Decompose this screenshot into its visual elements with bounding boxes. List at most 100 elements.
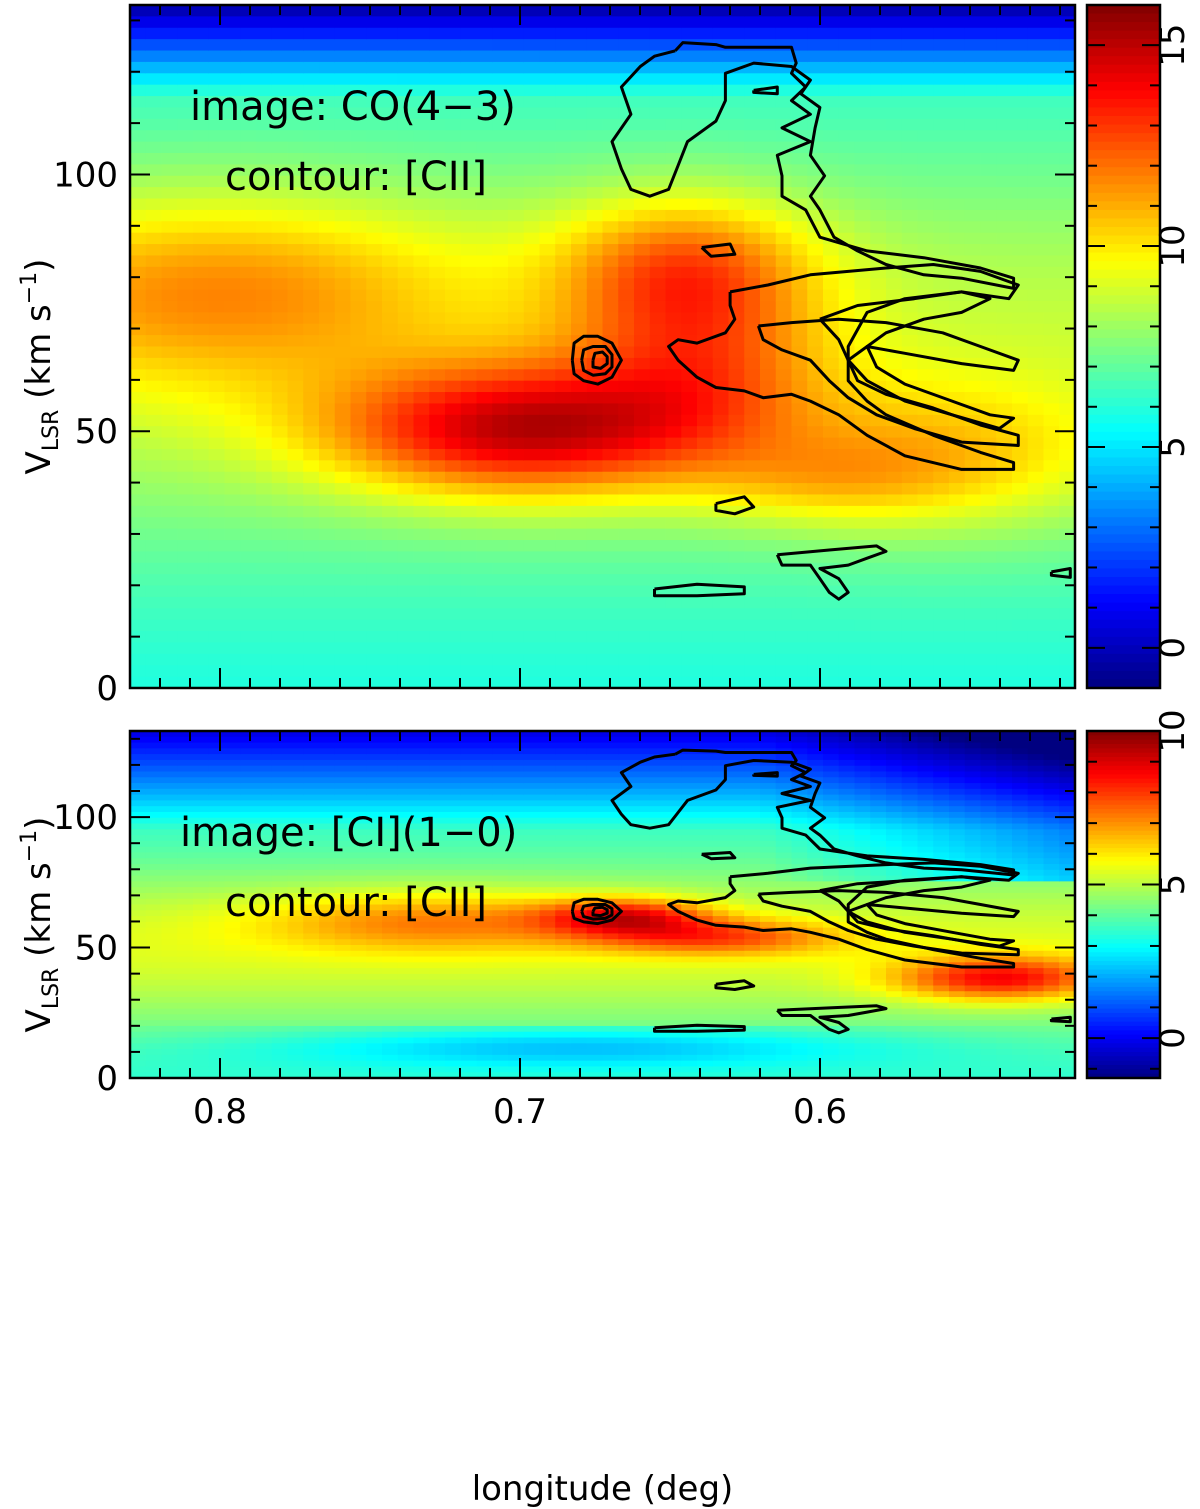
heatmap-cell	[807, 61, 824, 74]
heatmap-cell	[208, 631, 226, 644]
heatmap-cell	[334, 979, 352, 987]
heatmap-cell	[460, 209, 478, 222]
heatmap-cell	[334, 460, 352, 473]
heatmap-cell	[476, 323, 493, 336]
heatmap-cell	[476, 494, 493, 507]
heatmap-cell	[445, 221, 462, 234]
heatmap-cell	[460, 289, 478, 302]
colorbar-segment	[1087, 56, 1160, 66]
heatmap-cell	[697, 528, 714, 541]
heatmap-cell	[1059, 255, 1076, 268]
heatmap-cell	[586, 244, 604, 257]
heatmap-cell	[823, 187, 840, 200]
heatmap-cell	[980, 232, 997, 245]
heatmap-cell	[571, 369, 588, 382]
heatmap-cell	[760, 118, 777, 131]
heatmap-cell	[1043, 300, 1060, 313]
heatmap-cell	[949, 221, 966, 234]
heatmap-cell	[933, 505, 950, 518]
heatmap-cell	[303, 642, 320, 655]
heatmap-cell	[193, 950, 210, 958]
heatmap-cell	[382, 927, 399, 935]
heatmap-cell	[492, 619, 509, 632]
heatmap-cell	[602, 665, 619, 678]
heatmap-cell	[886, 653, 903, 666]
heatmap-cell	[996, 84, 1013, 97]
heatmap-cell	[382, 933, 399, 940]
heatmap-cell	[130, 742, 147, 749]
heatmap-cell	[287, 631, 304, 644]
heatmap-cell	[901, 596, 919, 609]
heatmap-cell	[492, 494, 509, 507]
heatmap-cell	[350, 187, 367, 200]
heatmap-cell	[193, 939, 210, 946]
heatmap-cell	[145, 904, 163, 911]
heatmap-cell	[445, 141, 462, 154]
heatmap-cell	[460, 631, 478, 644]
heatmap-cell	[523, 505, 541, 518]
heatmap-cell	[1027, 278, 1045, 291]
heatmap-cell	[350, 1060, 367, 1068]
heatmap-cell	[492, 562, 509, 575]
heatmap-cell	[854, 551, 871, 564]
heatmap-cell	[980, 61, 997, 74]
heatmap-cell	[177, 209, 194, 222]
heatmap-cell	[382, 835, 399, 842]
heatmap-cell	[870, 232, 887, 245]
heatmap-cell	[697, 198, 714, 211]
heatmap-cell	[649, 289, 667, 302]
heatmap-cell	[177, 312, 194, 325]
heatmap-cell	[1043, 16, 1060, 29]
heatmap-cell	[130, 346, 147, 359]
heatmap-cell	[161, 152, 178, 165]
heatmap-cell	[287, 864, 304, 871]
heatmap-cell	[492, 16, 509, 29]
heatmap-cell	[130, 471, 147, 484]
heatmap-cell	[366, 1014, 383, 1021]
heatmap-cell	[256, 96, 273, 109]
heatmap-cell	[208, 278, 226, 291]
heatmap-cell	[980, 392, 997, 405]
heatmap-cell	[256, 921, 273, 929]
heatmap-cell	[854, 27, 871, 40]
heatmap-cell	[271, 619, 289, 632]
heatmap-cell	[807, 175, 824, 188]
heatmap-cell	[334, 414, 352, 427]
heatmap-cell	[287, 783, 304, 790]
heatmap-cell	[492, 528, 509, 541]
heatmap-cell	[177, 765, 194, 773]
heatmap-cell	[256, 1072, 273, 1079]
heatmap-cell	[319, 414, 336, 427]
heatmap-cell	[634, 460, 651, 473]
heatmap-cell	[161, 653, 178, 666]
heatmap-cell	[602, 369, 619, 382]
heatmap-cell	[366, 875, 383, 882]
heatmap-cell	[445, 665, 462, 678]
heatmap-cell	[728, 107, 745, 120]
heatmap-cell	[208, 927, 226, 935]
heatmap-cell	[350, 864, 367, 871]
heatmap-cell	[145, 448, 163, 461]
heatmap-cell	[429, 187, 446, 200]
heatmap-cell	[586, 642, 604, 655]
heatmap-cell	[224, 152, 241, 165]
heatmap-cell	[161, 1037, 178, 1044]
heatmap-cell	[319, 1054, 336, 1062]
heatmap-cell	[382, 574, 399, 587]
heatmap-cell	[429, 794, 446, 801]
heatmap-cell	[1059, 551, 1076, 564]
heatmap-cell	[697, 118, 714, 131]
heatmap-cell	[177, 357, 194, 370]
heatmap-cell	[901, 187, 919, 200]
heatmap-cell	[838, 187, 856, 200]
heatmap-cell	[413, 278, 430, 291]
heatmap-cell	[224, 1066, 241, 1073]
heatmap-cell	[303, 1072, 320, 1079]
heatmap-cell	[271, 540, 289, 552]
heatmap-cell	[634, 266, 651, 279]
heatmap-cell	[854, 585, 871, 598]
heatmap-cell	[145, 73, 163, 86]
heatmap-cell	[240, 939, 257, 946]
heatmap-cell	[838, 16, 856, 29]
heatmap-cell	[523, 574, 541, 587]
